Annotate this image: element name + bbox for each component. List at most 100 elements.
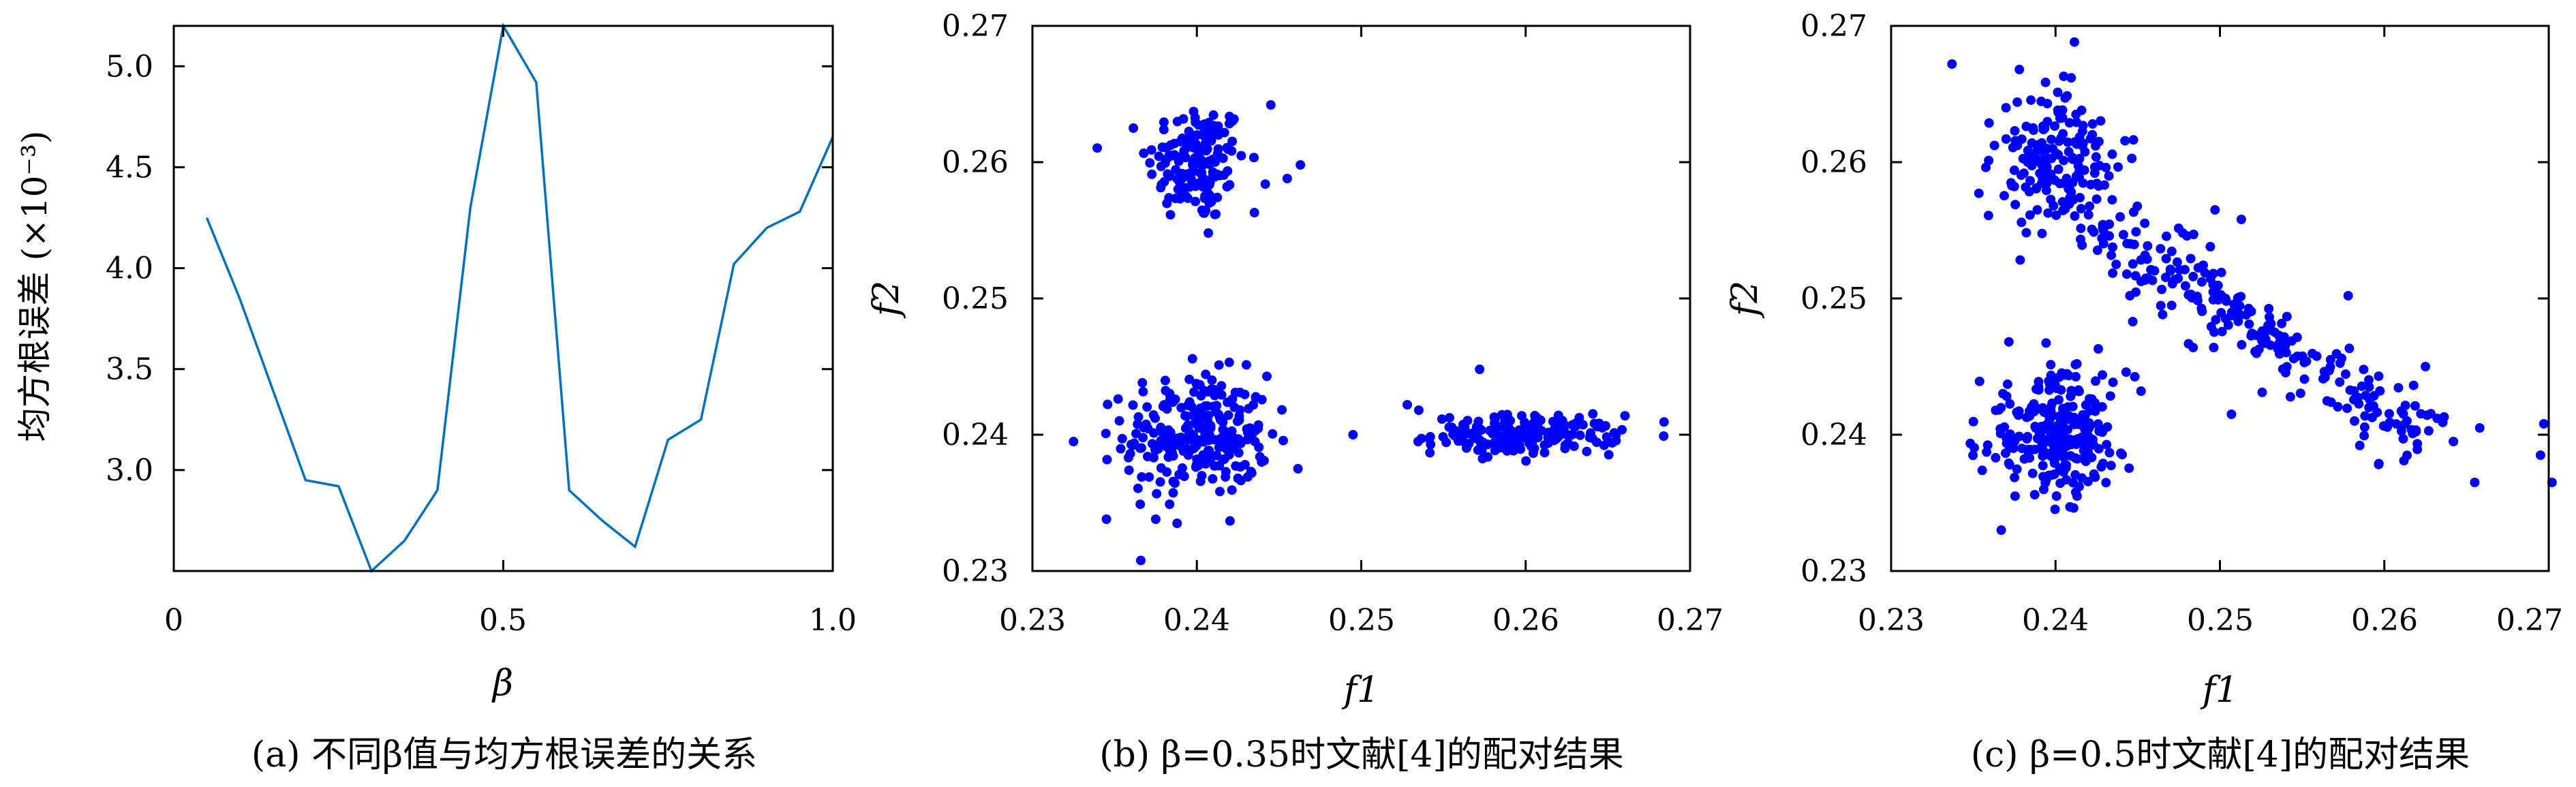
panel-c-point	[2012, 407, 2022, 417]
panel-b-point	[1268, 429, 1278, 439]
panel-c-point	[2087, 224, 2097, 234]
panel-b-point	[1257, 395, 1267, 405]
panel-b-point	[1588, 409, 1598, 419]
panel-b-point	[1191, 181, 1201, 191]
panel-c-point	[2223, 320, 2233, 330]
panel-c-point	[2172, 257, 2182, 267]
panel-c-point	[2410, 401, 2420, 411]
panel-b-point	[1475, 435, 1485, 445]
panel-b-point	[1136, 555, 1146, 566]
panel-c-point	[2084, 418, 2094, 428]
panel-b-point	[1203, 228, 1214, 238]
panel-c-point	[2072, 359, 2082, 369]
panel-a-ytick-label: 4.0	[106, 251, 153, 286]
panel-b-frame	[1031, 25, 1691, 572]
panel-c-point	[2094, 344, 2103, 354]
panel-c-point	[2349, 395, 2359, 405]
panel-b-point	[1165, 396, 1175, 406]
panel-b-caption: (b) β=0.35时文献[4]的配对结果	[1099, 735, 1623, 775]
panel-c-point	[2408, 380, 2419, 390]
panel-b-point	[1249, 153, 1259, 163]
panel-c-point	[2385, 417, 2395, 427]
panel-c-point	[2121, 269, 2132, 279]
panel-c-point	[2411, 427, 2421, 437]
panel-c-point	[2158, 309, 2168, 320]
panel-b-point	[1224, 357, 1234, 367]
panel-b-point	[1503, 422, 1514, 433]
panel-c-point	[2076, 223, 2086, 234]
panel-c-point	[2423, 426, 2434, 436]
panel-c-point	[2098, 219, 2108, 230]
panel-b-point	[1223, 410, 1233, 420]
panel-c-point	[2335, 358, 2345, 368]
panel-b-point	[1092, 143, 1103, 153]
panel-c-xtick-label: 0.23	[1858, 603, 1925, 638]
panel-c-point	[2028, 125, 2038, 136]
panel-b-ytick-label: 0.25	[942, 281, 1009, 316]
panel-c-point	[1968, 450, 1978, 461]
panel-c-point	[2053, 164, 2064, 174]
panel-c-point	[2299, 358, 2310, 367]
panel-b-point	[1133, 483, 1143, 493]
panel-c-point	[2091, 376, 2100, 386]
panel-c-point	[2078, 121, 2088, 131]
panel-c-point	[2008, 142, 2018, 153]
panel-c-point	[2281, 348, 2291, 358]
panel-c-point	[2042, 162, 2052, 172]
panel-b-point	[1282, 174, 1292, 183]
panel-c-point	[2162, 231, 2171, 241]
panel-c-point	[2128, 259, 2138, 269]
panel-b-point	[1184, 397, 1195, 407]
panel-c-point	[2216, 267, 2226, 277]
panel-c-point	[2083, 210, 2094, 220]
panel-c-point	[2038, 461, 2048, 471]
panel-c-point	[2016, 170, 2026, 181]
panel-c-point	[2439, 412, 2449, 422]
panel-b-point	[1528, 448, 1538, 459]
panel-c-ytick-label: 0.23	[1800, 554, 1867, 589]
panel-b-point	[1539, 448, 1550, 458]
panel-c-point	[2038, 451, 2048, 461]
panel-b-point	[1172, 519, 1182, 528]
panel-c-ticks	[1890, 25, 2550, 572]
panel-c-point	[2234, 292, 2243, 303]
panel-a-xlabel: β	[491, 663, 513, 704]
panel-c-point	[2091, 152, 2101, 162]
panel-b-point	[1259, 456, 1269, 465]
panel-b-point	[1148, 410, 1159, 420]
panel-c-point	[2277, 318, 2287, 328]
panel-c-point	[2331, 349, 2342, 359]
panel-c-point	[2161, 253, 2171, 264]
panel-c-point	[2246, 307, 2256, 317]
panel-c-point	[2217, 326, 2227, 337]
panel-c-point	[2384, 409, 2394, 419]
panel-b-point	[1278, 435, 1288, 446]
panel-c-point	[2393, 383, 2404, 393]
panel-c-point	[2286, 336, 2297, 346]
panel-b-point	[1190, 153, 1200, 163]
panel-c-point	[2196, 277, 2207, 287]
panel-c-point	[2022, 434, 2032, 444]
panel-c-point	[2215, 290, 2226, 300]
panel-c-point	[2001, 103, 2011, 113]
panel-b-point	[1069, 437, 1079, 446]
panel-c-point	[2125, 291, 2135, 300]
panel-b-point	[1266, 100, 1276, 110]
panel-c-point	[2307, 348, 2318, 358]
panel-b-point	[1474, 423, 1484, 433]
panel-c-point	[2059, 72, 2069, 81]
panel-c-point	[2034, 382, 2044, 392]
panel-b-point	[1124, 465, 1134, 476]
panel-c-point	[2299, 374, 2310, 384]
panel-c-point	[2046, 407, 2056, 417]
panel-c-point	[2091, 194, 2102, 204]
panel-b-point	[1518, 426, 1528, 436]
panel-b-point	[1240, 460, 1250, 469]
panel-c-point	[2132, 201, 2143, 211]
panel-b-point	[1143, 452, 1152, 461]
panel-c-point	[1989, 140, 1999, 151]
panel-c-point	[2039, 407, 2049, 417]
panel-c-point	[2104, 171, 2114, 181]
panel-b-point	[1260, 179, 1270, 189]
panel-b-point	[1165, 210, 1176, 220]
